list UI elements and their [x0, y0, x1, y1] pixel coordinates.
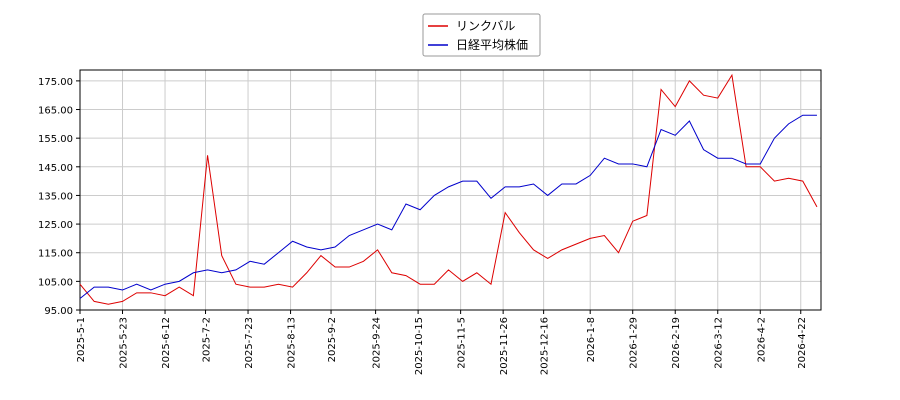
x-tick-label: 2025-11-5: [457, 317, 468, 369]
x-tick-label: 2026-1-8: [586, 317, 597, 362]
x-tick-label: 2025-7-2: [202, 317, 213, 362]
y-tick-label: 135.00: [38, 191, 73, 202]
x-tick-label: 2025-9-2: [327, 317, 338, 362]
series-line: [79, 114, 817, 299]
x-tick-label: 2025-11-26: [499, 317, 510, 375]
x-tick-label: 2026-4-2: [756, 317, 767, 362]
x-tick-label: 2025-9-24: [372, 317, 383, 369]
legend-label: 日経平均株価: [456, 37, 528, 52]
x-tick-label: 2026-2-19: [671, 317, 682, 369]
plot-frame: [79, 69, 822, 311]
y-tick-label: 105.00: [38, 277, 73, 288]
legend-label: リンクバル: [456, 19, 515, 33]
series-line: [79, 73, 818, 305]
legend-box: [422, 13, 541, 57]
x-tick-label: 2025-5-1: [76, 317, 87, 362]
x-tick-label: 2026-3-12: [714, 317, 725, 369]
x-tick-label: 2026-1-29: [629, 317, 640, 369]
y-tick-label: 165.00: [38, 106, 73, 117]
y-tick-label: 95.00: [44, 306, 73, 317]
y-tick-label: 155.00: [38, 134, 73, 145]
x-tick-label: 2025-7-23: [244, 317, 255, 369]
x-tick-label: 2026-4-22: [797, 317, 808, 369]
y-tick-label: 115.00: [38, 249, 73, 260]
y-tick-label: 125.00: [38, 220, 73, 231]
y-tick-label: 175.00: [38, 77, 73, 88]
x-tick-label: 2025-12-16: [540, 317, 551, 375]
x-tick-label: 2025-6-12: [161, 317, 172, 369]
x-tick-label: 2025-10-15: [414, 317, 425, 375]
x-tick-label: 2025-8-13: [287, 317, 298, 369]
y-tick-label: 145.00: [38, 163, 73, 174]
x-tick-label: 2025-5-23: [119, 317, 130, 369]
